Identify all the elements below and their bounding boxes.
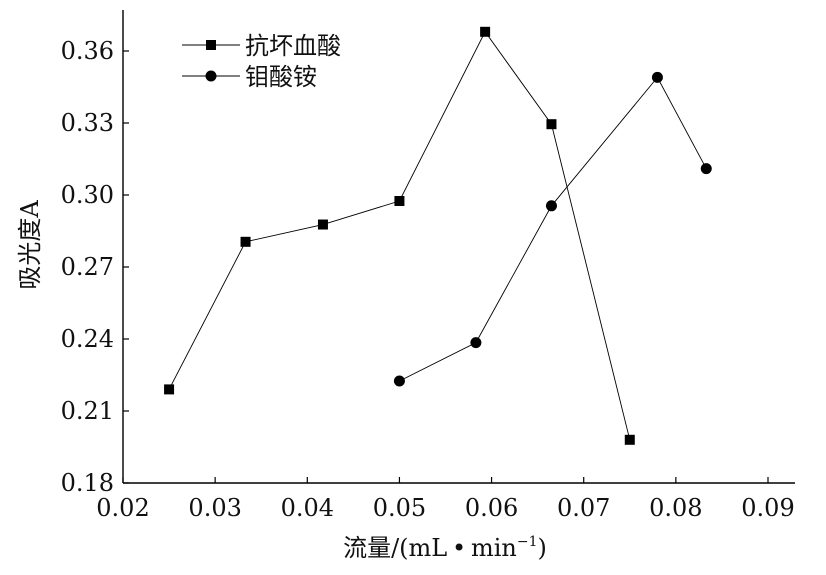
- data-point-circle: [470, 337, 482, 349]
- data-point-circle: [393, 375, 405, 387]
- data-point-circle: [700, 163, 712, 175]
- legend-label: 抗坏血酸: [245, 32, 341, 60]
- y-tick-label: 0.18: [61, 469, 114, 497]
- axis-titles: 流量/(mL • min−1) 吸光度A: [16, 200, 547, 562]
- y-tick-label: 0.30: [61, 181, 114, 209]
- data-series: [164, 26, 712, 445]
- data-point-square: [206, 40, 216, 50]
- x-tick-label: 0.02: [96, 494, 149, 522]
- legend-item: 抗坏血酸: [182, 32, 341, 60]
- legend-label: 钼酸铵: [245, 63, 317, 91]
- data-point-square: [240, 236, 251, 247]
- x-axis-title-close: ): [538, 534, 547, 562]
- data-point-square: [546, 119, 557, 130]
- x-tick-label: 0.07: [557, 494, 610, 522]
- y-axis-title: 吸光度A: [16, 200, 44, 290]
- legend-item: 钼酸铵: [182, 63, 317, 91]
- x-axis-title-main: 流量/(mL • min: [343, 534, 517, 562]
- x-tick-label: 0.03: [188, 494, 241, 522]
- y-tick-label: 0.24: [61, 325, 114, 353]
- x-tick-label: 0.06: [465, 494, 518, 522]
- series-ammonium-molybdate: [393, 71, 712, 387]
- x-tick-label: 0.04: [281, 494, 334, 522]
- x-axis-title-superscript: −1: [517, 534, 538, 550]
- y-tick-label: 0.21: [61, 397, 114, 425]
- series-ascorbic-acid: [164, 26, 635, 445]
- x-tick-label: 0.08: [649, 494, 702, 522]
- x-axis-title: 流量/(mL • min−1): [343, 534, 547, 562]
- data-point-square: [317, 219, 328, 230]
- data-point-circle: [651, 71, 663, 83]
- data-point-circle: [205, 70, 217, 82]
- x-tick-label: 0.05: [373, 494, 426, 522]
- axes: [122, 10, 795, 484]
- x-tick-label: 0.09: [741, 494, 794, 522]
- y-tick-label: 0.36: [61, 37, 114, 65]
- data-point-square: [164, 384, 175, 395]
- data-point-square: [624, 434, 635, 445]
- data-point-square: [480, 26, 491, 37]
- data-point-square: [394, 196, 405, 206]
- y-tick-label: 0.27: [61, 253, 114, 281]
- axis-ticks: 0.02 0.03 0.04 0.05 0.06 0.07 0.08 0.09 0.18 0.21…: [61, 37, 795, 522]
- y-tick-label: 0.33: [61, 109, 114, 137]
- data-point-circle: [545, 200, 557, 212]
